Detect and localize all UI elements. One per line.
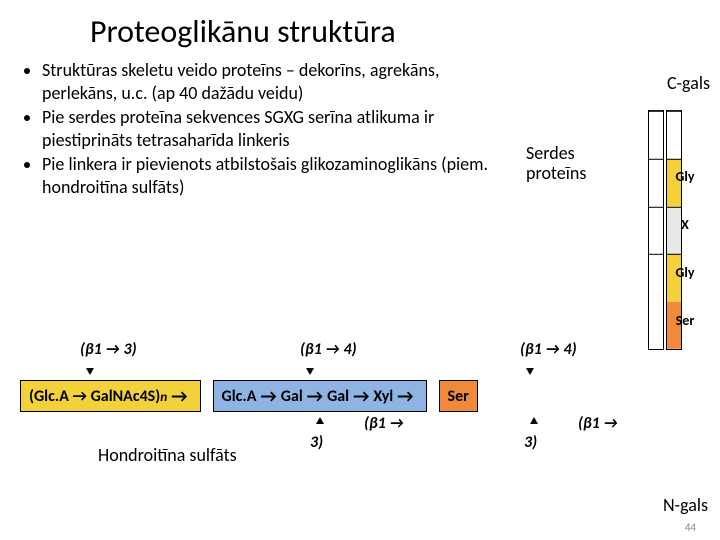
blank-seg [649, 159, 663, 207]
gly-label: Gly [670, 168, 700, 185]
ser-box: Ser [439, 380, 478, 412]
linkage-label: (β1 → 3) [524, 414, 660, 452]
core-protein-label: Serdes proteīns [526, 144, 596, 184]
linkage-label: (β1 → 4) [300, 340, 440, 378]
blank-seg [667, 111, 681, 159]
blank-seg [649, 111, 663, 159]
bullet-item: Struktūras skeletu veido proteīns – deko… [42, 59, 516, 104]
gly-label: Gly [670, 264, 700, 281]
page-number: 44 [685, 521, 696, 534]
c-terminus-label: C-gals [667, 72, 710, 94]
bottom-linkages: (β1 → 3) (β1 → 3) [310, 414, 700, 452]
arrow-down-icon [306, 368, 314, 375]
arrow-up-icon [530, 417, 538, 424]
linker-box: Glc.A→ Gal→ Gal→ Xyl→ [213, 380, 427, 412]
chain-caption: Hondroitīna sulfāts [98, 444, 237, 466]
blank-seg [649, 207, 663, 255]
bullet-item: Pie linkera ir pievienots atbilstošais g… [42, 153, 516, 198]
blank-column [648, 110, 664, 350]
bullet-list: Struktūras skeletu veido proteīns – deko… [0, 59, 540, 198]
blank-seg [649, 254, 663, 302]
protein-column-diagram: C-gals Serdes proteīns Gly X Gly Ser [574, 72, 714, 352]
linkage-label: (β1 → 3) [80, 340, 220, 378]
bullet-item: Pie serdes proteīna sekvences SGXG serīn… [42, 106, 516, 151]
arrow-up-icon [316, 417, 324, 424]
arrow-down-icon [526, 368, 534, 375]
slide-title: Proteoglikānu struktūra [0, 0, 720, 59]
linkage-label: (β1 → 3) [310, 414, 446, 452]
sugar-boxes: (Glc.A → GalNAc4S)n→ Glc.A→ Gal→ Gal→ Xy… [20, 380, 700, 412]
ser-label: Ser [670, 312, 700, 329]
arrow-down-icon [86, 368, 94, 375]
top-linkages: (β1 → 3) (β1 → 4) (β1 → 4) [80, 340, 700, 378]
x-label: X [670, 216, 700, 233]
column-pair: Gly X Gly Ser [648, 110, 714, 350]
n-terminus-label: N-gals [663, 494, 708, 516]
linkage-label: (β1 → 4) [520, 340, 660, 378]
sugar-chain-diagram: (β1 → 3) (β1 → 4) (β1 → 4) (Glc.A → GalN… [20, 340, 700, 452]
repeat-unit-box: (Glc.A → GalNAc4S)n→ [20, 380, 201, 412]
